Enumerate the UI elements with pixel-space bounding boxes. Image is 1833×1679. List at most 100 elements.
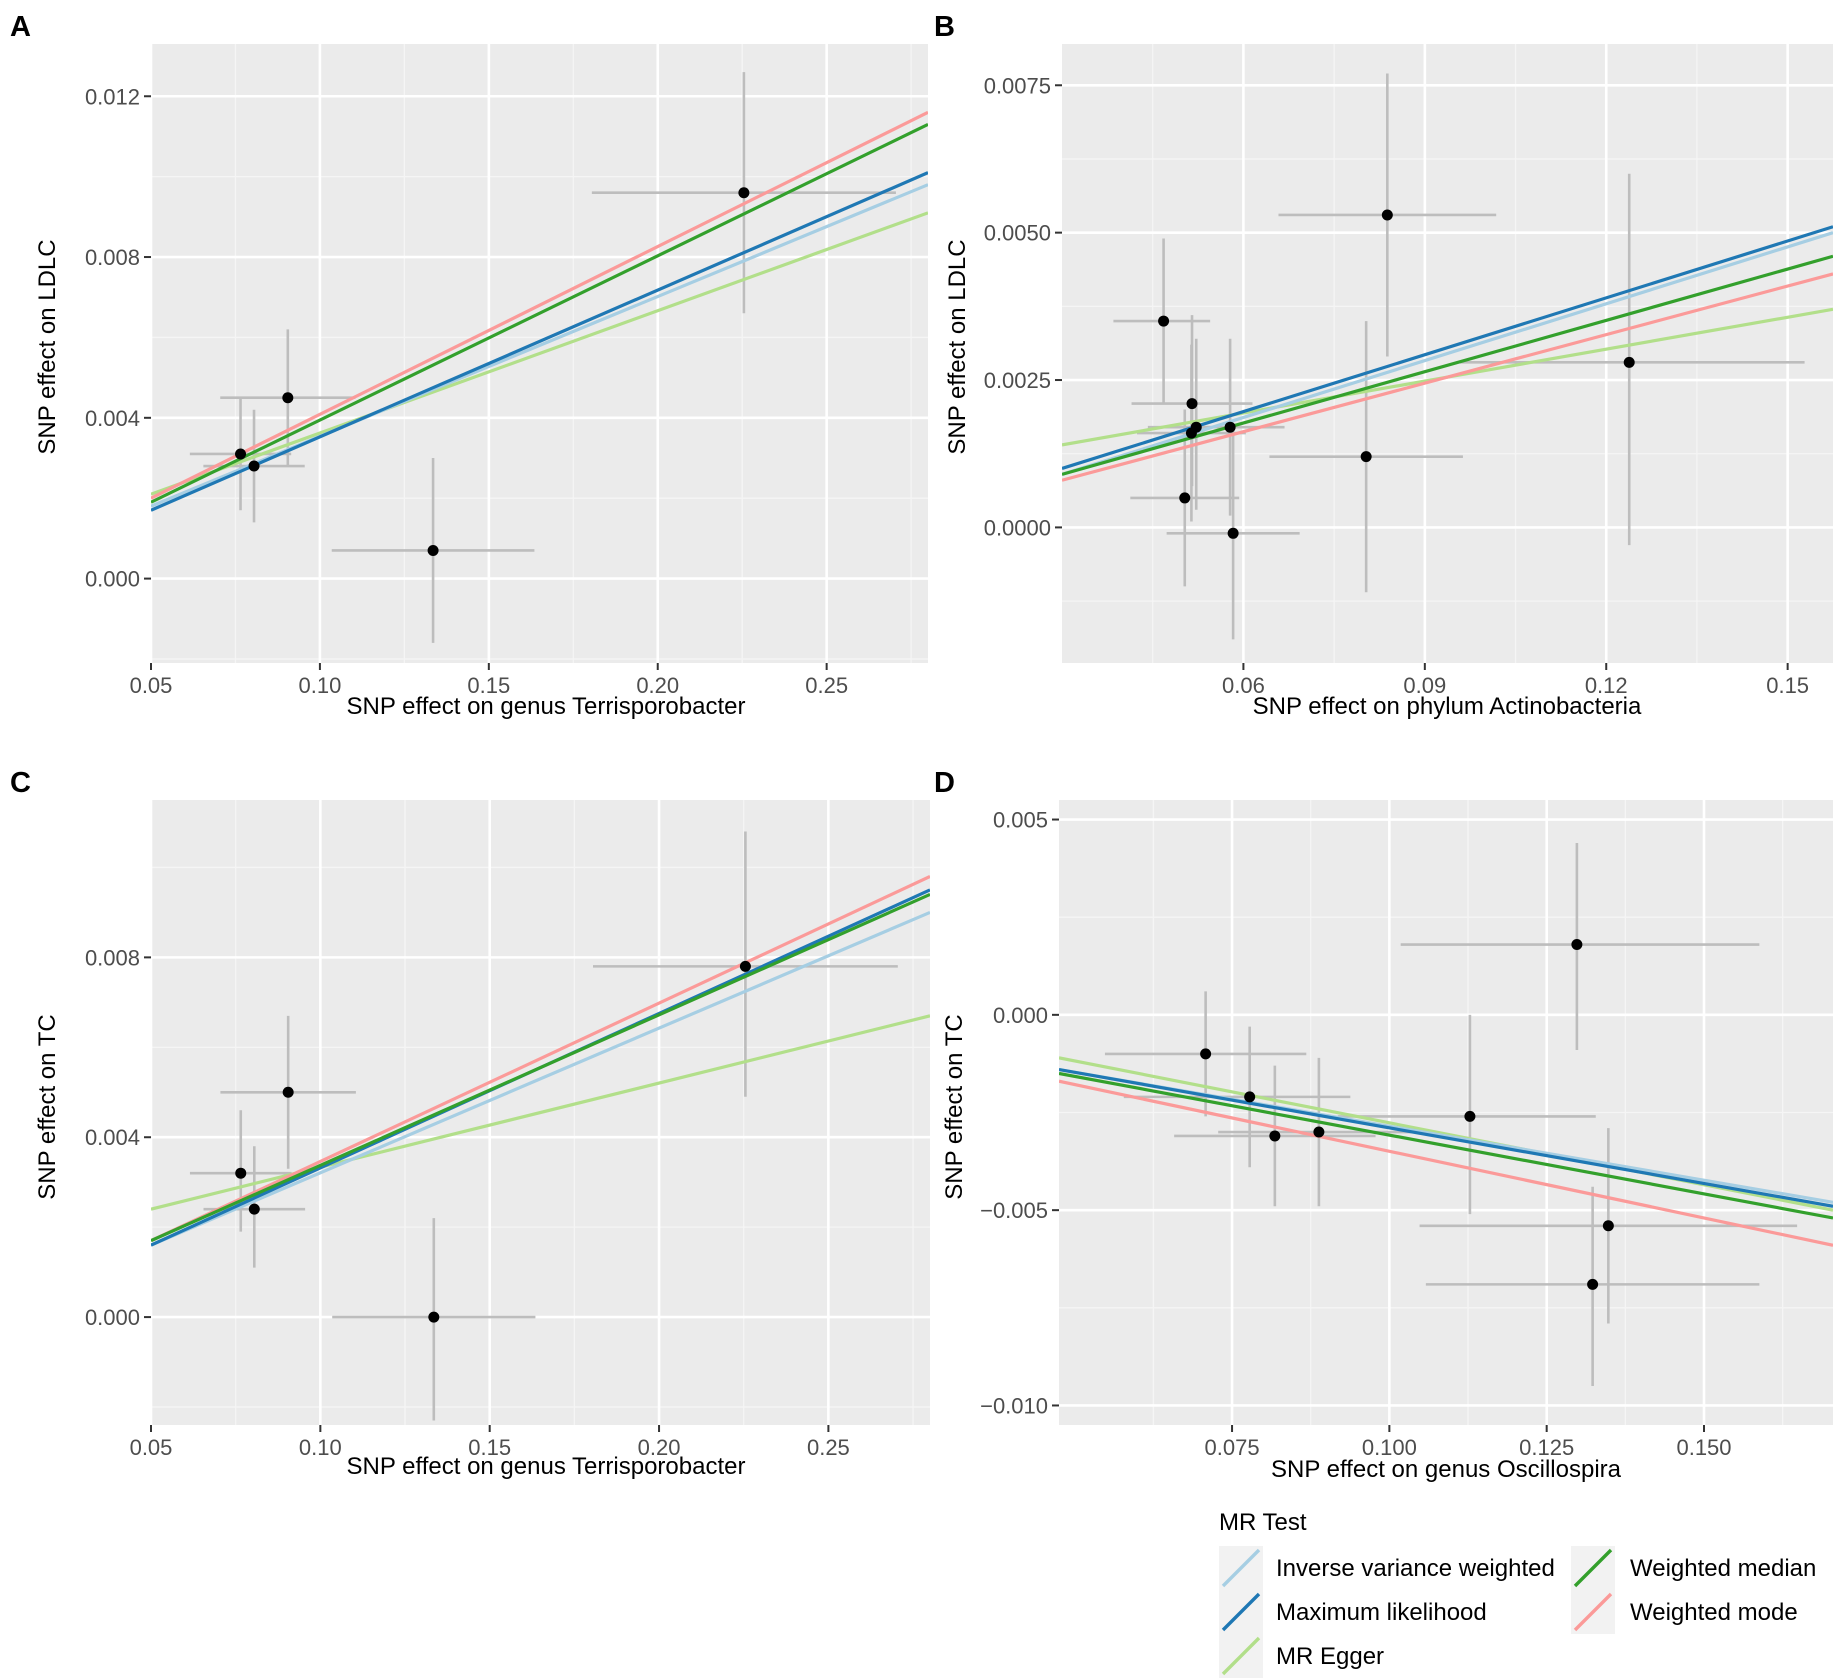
data-point [248, 460, 260, 472]
data-point [1158, 315, 1170, 327]
line-maximum-likelihood [1059, 1067, 1833, 1208]
x-tick-label: 0.12 [1585, 673, 1628, 698]
x-tick-label: 0.09 [1403, 673, 1446, 698]
data-point [1464, 1110, 1476, 1122]
line-weighted-median [151, 122, 928, 504]
y-tick-label: −0.010 [980, 1393, 1048, 1418]
line-mr-egger [151, 1014, 930, 1211]
y-axis-title: SNP effect on TC [941, 1014, 968, 1199]
legend-label: Weighted mode [1630, 1599, 1798, 1626]
x-tick-label: 0.15 [467, 673, 510, 698]
line-weighted-mode [1059, 1079, 1833, 1247]
y-tick-label: 0.008 [85, 945, 140, 970]
regression-lines [151, 110, 928, 512]
y-tick-label: 0.0000 [984, 515, 1051, 540]
legend: MR Test Inverse variance weighted Maximum … [1219, 1509, 1816, 1678]
line-mr-egger [151, 211, 928, 496]
legend-item-maximum-likelihood: Maximum likelihood [1219, 1590, 1487, 1634]
legend-item-weighted-median: Weighted median [1571, 1546, 1816, 1590]
data-point [235, 1167, 247, 1179]
panel-c: 0.05 0.10 0.15 0.20 0.25 0.000 0.004 0.008 SNP e… [10, 767, 930, 1480]
data-point [282, 392, 294, 404]
legend-item-weighted-mode: Weighted mode [1571, 1590, 1798, 1634]
data-point [235, 448, 247, 460]
y-tick-label: 0.004 [85, 1125, 140, 1150]
y-tick-label: 0.000 [993, 1003, 1048, 1028]
x-axis-title: SNP effect on phylum Actinobacteria [1253, 693, 1642, 720]
y-axis-title: SNP effect on LDLC [34, 239, 61, 454]
x-axis-title: SNP effect on genus Terrisporobacter [347, 693, 746, 720]
x-tick-label: 0.10 [298, 673, 341, 698]
y-tick-label: 0.0050 [984, 221, 1051, 246]
y-axis-title: SNP effect on TC [34, 1014, 61, 1199]
x-tick-label: 0.15 [1766, 673, 1809, 698]
x-tick-label: 0.25 [807, 1435, 850, 1460]
y-tick-label: 0.004 [85, 406, 140, 431]
panel-letter: A [10, 11, 31, 43]
data-point [739, 960, 751, 972]
data-point [1602, 1220, 1614, 1232]
x-tick-label: 0.100 [1362, 1435, 1417, 1460]
y-tick-label: 0.012 [85, 84, 140, 109]
panel-letter: D [934, 767, 955, 799]
line-weighted-mode [151, 110, 928, 500]
legend-label: Inverse variance weighted [1276, 1555, 1555, 1582]
data-point [1227, 527, 1239, 539]
line-weighted-mode [151, 874, 930, 1243]
data-point [1587, 1278, 1599, 1290]
panel-a: 0.05 0.10 0.15 0.20 0.25 0.000 0.004 0.008 0.012… [10, 11, 928, 720]
y-axis-title: SNP effect on LDLC [944, 239, 971, 454]
line-inverse-variance-weighted [151, 910, 930, 1247]
data-point [282, 1086, 294, 1098]
line-weighted-median [151, 892, 930, 1243]
data-point [427, 544, 439, 556]
legend-item-inverse-variance-weighted: Inverse variance weighted [1219, 1546, 1555, 1590]
x-tick-label: 0.20 [636, 673, 679, 698]
line-weighted-median [1059, 1071, 1833, 1220]
panel-b: 0.06 0.09 0.12 0.15 0.0000 0.0025 0.0050 0.0075… [934, 11, 1833, 720]
y-tick-label: −0.005 [980, 1198, 1048, 1223]
data-point [1269, 1130, 1281, 1142]
x-tick-label: 0.15 [468, 1435, 511, 1460]
y-tick-label: 0.000 [85, 1305, 140, 1330]
data-point [1623, 356, 1635, 368]
data-point [248, 1203, 260, 1215]
legend-item-mr-egger: MR Egger [1219, 1634, 1384, 1678]
legend-label: Weighted median [1630, 1555, 1816, 1582]
regression-lines [151, 874, 930, 1247]
data-point [1224, 421, 1236, 433]
x-axis-title: SNP effect on genus Oscillospira [1271, 1456, 1622, 1483]
x-axis-title: SNP effect on genus Terrisporobacter [347, 1453, 746, 1480]
x-tick-label: 0.20 [638, 1435, 681, 1460]
y-tick-label: 0.0075 [984, 73, 1051, 98]
legend-key-line [1221, 1548, 1261, 1588]
legend-label: MR Egger [1276, 1643, 1384, 1670]
x-tick-label: 0.06 [1222, 673, 1265, 698]
data-point [1244, 1091, 1256, 1103]
x-tick-label: 0.150 [1676, 1435, 1731, 1460]
legend-label: Maximum likelihood [1276, 1599, 1487, 1626]
y-tick-label: 0.008 [85, 245, 140, 270]
x-tick-label: 0.125 [1519, 1435, 1574, 1460]
x-tick-label: 0.075 [1205, 1435, 1260, 1460]
data-point [1381, 209, 1393, 221]
y-tick-label: 0.005 [993, 808, 1048, 833]
panel-letter: C [10, 767, 31, 799]
data-point [1571, 939, 1583, 951]
data-point [738, 187, 750, 199]
data-point [1186, 398, 1198, 410]
panel-d: 0.075 0.100 0.125 0.150 −0.010 −0.005 0.000 0.0… [934, 767, 1833, 1483]
y-tick-label: 0.000 [85, 567, 140, 592]
panel-letter: B [934, 11, 955, 43]
legend-key-line [1573, 1592, 1613, 1632]
y-tick-label: 0.0025 [984, 368, 1051, 393]
legend-key-line [1573, 1548, 1613, 1588]
x-tick-label: 0.05 [130, 673, 173, 698]
data-point [1185, 427, 1197, 439]
data-point [1313, 1126, 1325, 1138]
x-tick-label: 0.05 [130, 1435, 173, 1460]
legend-key-line [1221, 1636, 1261, 1676]
x-tick-label: 0.25 [805, 673, 848, 698]
data-point [1179, 492, 1191, 504]
